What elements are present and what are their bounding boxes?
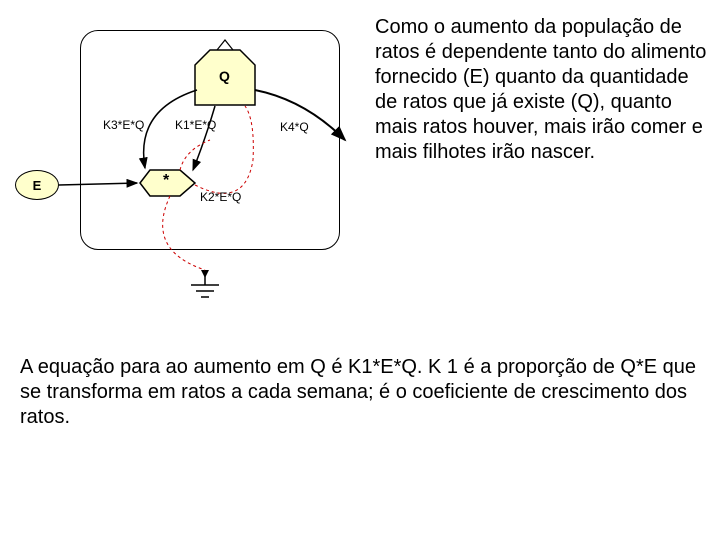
system-boundary — [80, 30, 340, 250]
label-k4: K4*Q — [280, 120, 309, 134]
label-k2: K2*E*Q — [200, 190, 241, 204]
equation-paragraph: A equação para ao aumento em Q é K1*E*Q.… — [20, 355, 700, 430]
node-e: E — [15, 170, 59, 200]
node-e-label: E — [33, 178, 42, 193]
label-k3: K3*E*Q — [103, 118, 144, 132]
ground-icon — [191, 270, 219, 297]
node-q-label: Q — [219, 68, 230, 84]
label-k1: K1*E*Q — [175, 118, 216, 132]
node-mult-label: * — [163, 172, 169, 190]
explanation-paragraph: Como o aumento da população de ratos é d… — [375, 15, 710, 165]
diagram: E — [5, 10, 365, 340]
